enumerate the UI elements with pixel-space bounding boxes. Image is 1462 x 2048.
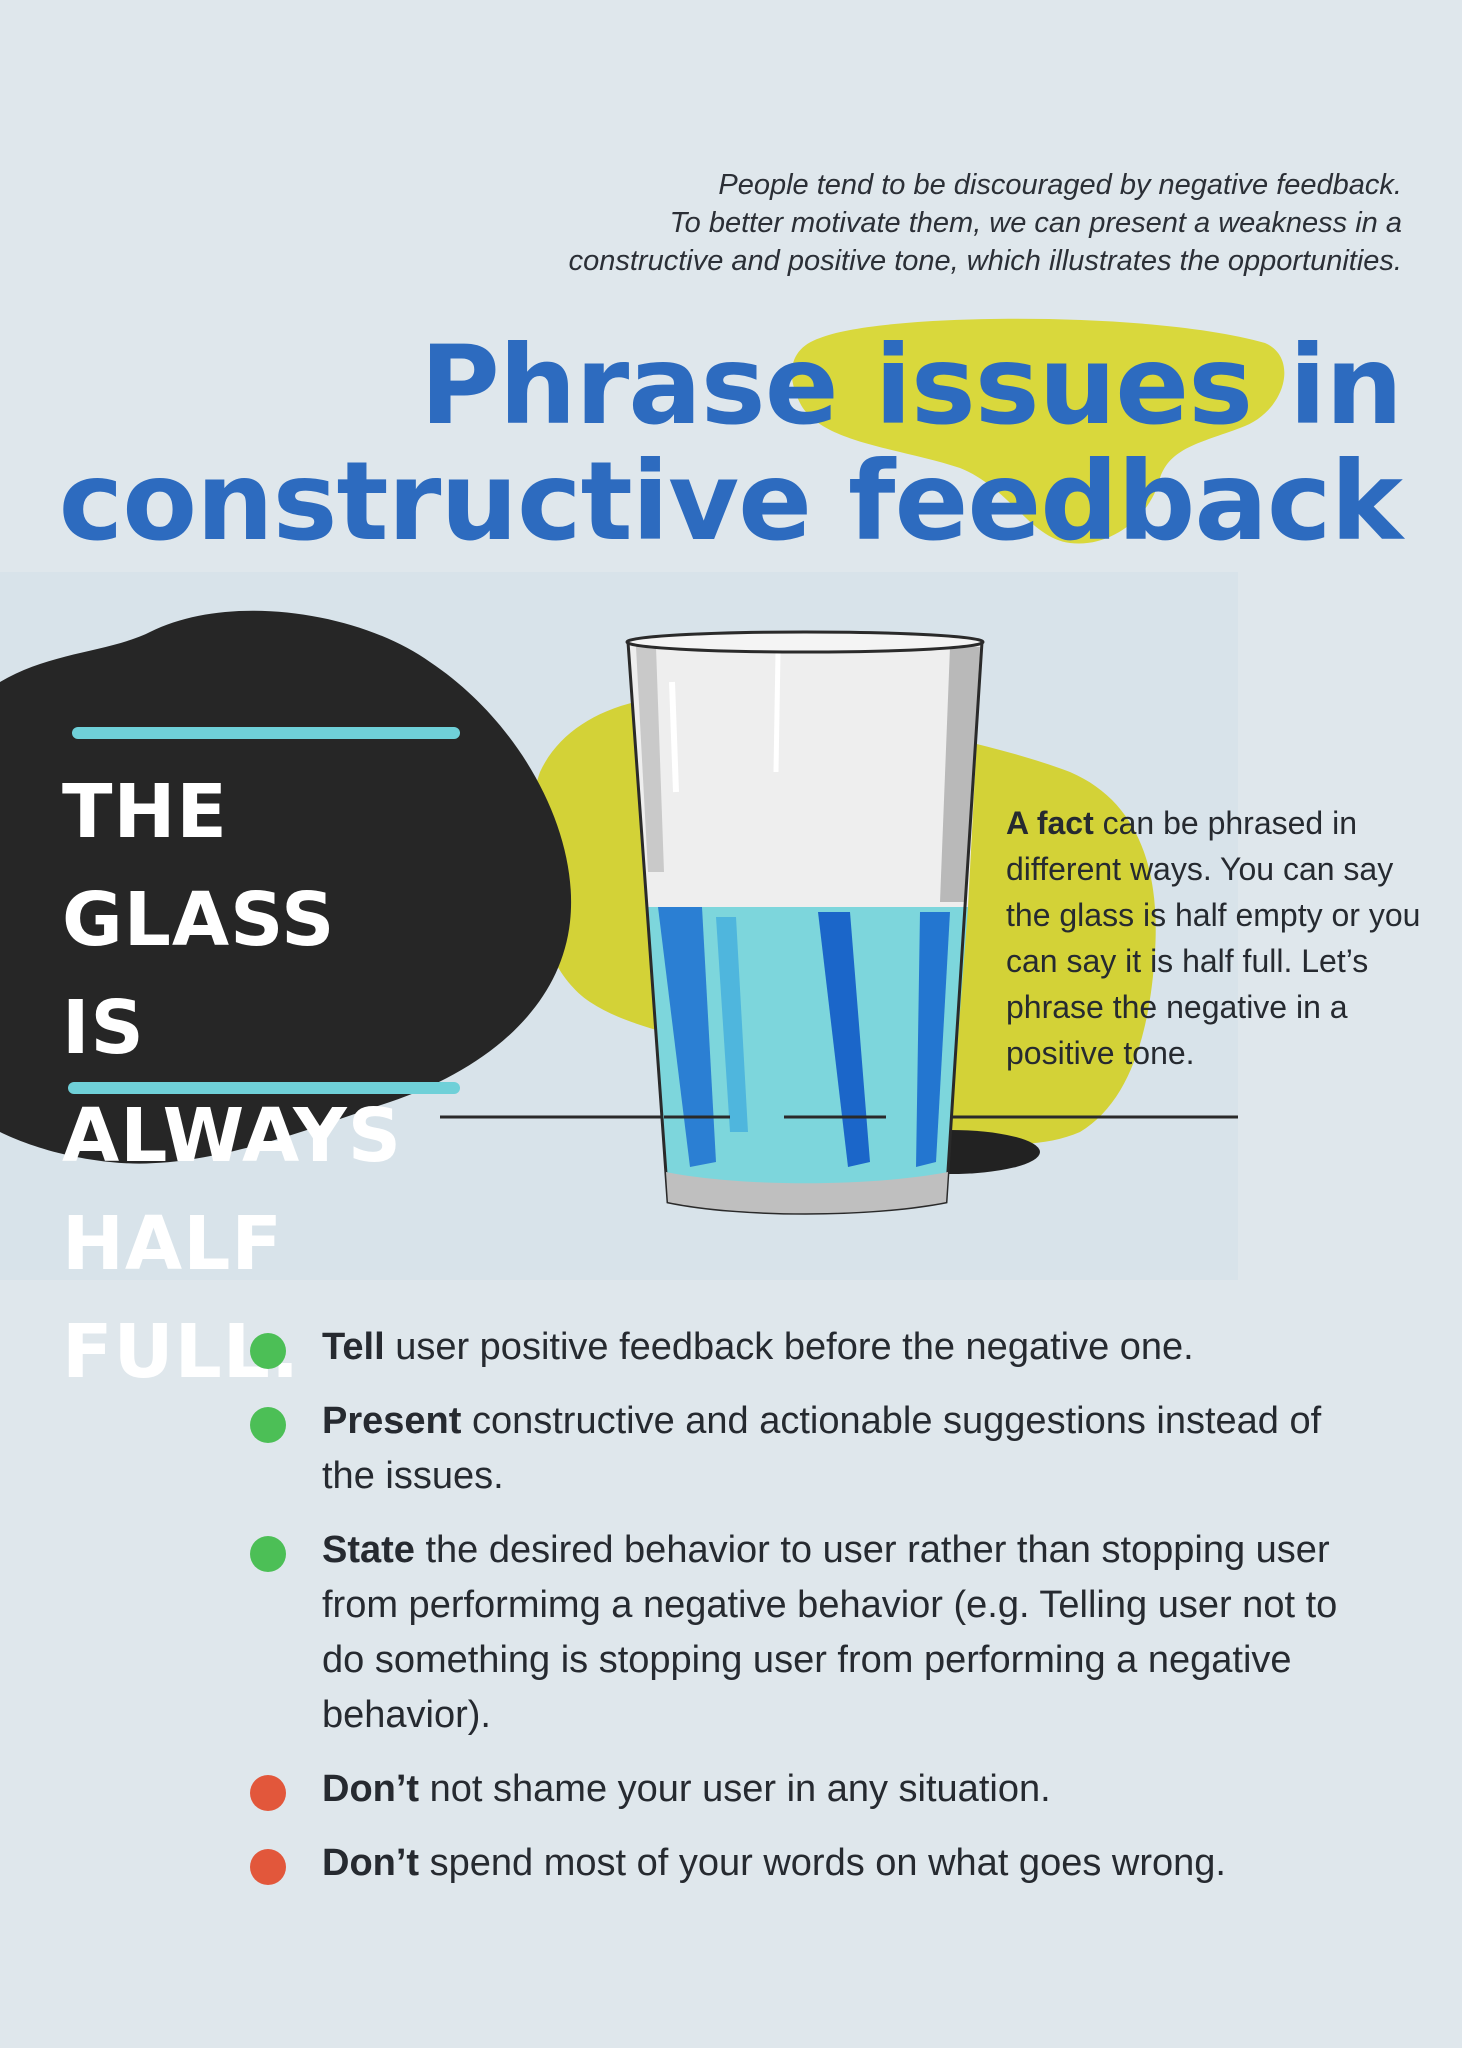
glass-body bbox=[628, 642, 982, 907]
item-text: spend most of your words on what goes wr… bbox=[419, 1842, 1226, 1884]
water-streak bbox=[658, 907, 716, 1167]
red-dot-icon bbox=[250, 1775, 286, 1811]
glass-highlight bbox=[636, 647, 664, 872]
green-dot-icon bbox=[250, 1407, 286, 1443]
green-dot-icon bbox=[250, 1333, 286, 1369]
title-block: Phrase issues in constructive feedback bbox=[0, 318, 1462, 618]
list-item: Don’t spend most of your words on what g… bbox=[246, 1836, 1366, 1891]
title-line-2: constructive feedback bbox=[58, 438, 1403, 565]
speech-bubble bbox=[0, 610, 572, 1164]
list-item: State the desired behavior to user rathe… bbox=[246, 1523, 1366, 1743]
water-streak bbox=[818, 912, 870, 1167]
item-lead: Tell bbox=[322, 1326, 385, 1368]
page-title: Phrase issues in constructive feedback bbox=[0, 322, 1403, 565]
list-item: Tell user positive feedback before the n… bbox=[246, 1320, 1366, 1375]
intro-line: People tend to be discouraged by negativ… bbox=[718, 169, 1402, 201]
glass-highlight bbox=[940, 647, 980, 902]
list-item: Don’t not shame your user in any situati… bbox=[246, 1762, 1366, 1817]
item-text: constructive and actionable suggestions … bbox=[322, 1400, 1322, 1497]
fact-lead: A fact bbox=[1006, 805, 1094, 841]
water-streak bbox=[916, 912, 950, 1167]
item-lead: Don’t bbox=[322, 1768, 420, 1810]
item-lead: Present bbox=[322, 1400, 462, 1442]
item-lead: State bbox=[322, 1529, 415, 1571]
water-streak bbox=[716, 917, 748, 1132]
bubble-top-line bbox=[72, 727, 460, 739]
green-dot-icon bbox=[250, 1536, 286, 1572]
red-dot-icon bbox=[250, 1849, 286, 1885]
item-text: user positive feedback before the negati… bbox=[384, 1326, 1194, 1368]
intro-text: People tend to be discouraged by negativ… bbox=[302, 166, 1402, 280]
bubble-line: THE GLASS bbox=[62, 769, 336, 963]
intro-line: To better motivate them, we can present … bbox=[669, 207, 1402, 239]
intro-line: constructive and positive tone, which il… bbox=[568, 245, 1402, 277]
highlight-blob bbox=[791, 318, 1285, 544]
bubble-line: IS ALWAYS bbox=[62, 985, 403, 1179]
item-text: not shame your user in any situation. bbox=[419, 1768, 1051, 1810]
guideline-list: Tell user positive feedback before the n… bbox=[246, 1320, 1366, 1910]
list-item: Present constructive and actionable sugg… bbox=[246, 1394, 1366, 1504]
title-line-1: Phrase issues in bbox=[420, 322, 1403, 449]
item-lead: Don’t bbox=[322, 1842, 420, 1884]
bubble-slogan: THE GLASS IS ALWAYS HALF FULL. bbox=[62, 758, 482, 1406]
glass-glint bbox=[773, 651, 781, 773]
half-full-glass-illustration bbox=[0, 610, 1238, 1215]
glass-glint bbox=[669, 681, 679, 793]
bubble-bottom-line bbox=[68, 1082, 460, 1094]
glass-rim bbox=[625, 630, 985, 654]
fact-text: can be phrased in different ways. You ca… bbox=[1006, 805, 1421, 1071]
item-text: the desired behavior to user rather than… bbox=[322, 1529, 1338, 1736]
fact-paragraph: A fact can be phrased in different ways.… bbox=[1006, 800, 1436, 1076]
glass-base bbox=[666, 1172, 948, 1214]
